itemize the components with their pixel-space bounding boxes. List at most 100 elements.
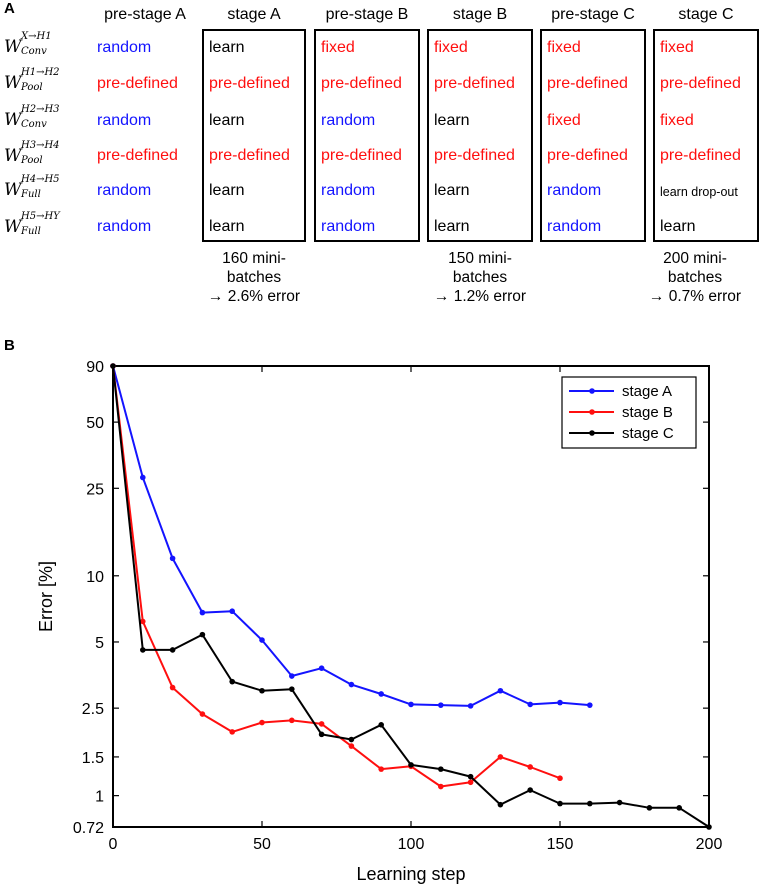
pre-stage-b-box: fixed pre-defined random pre-defined ran…	[314, 29, 420, 242]
y-tick-label: 25	[86, 481, 104, 498]
row-label-w-full-h4-h5: W H4→H5 Full	[2, 174, 90, 202]
cell-stage-c-row1: fixed	[660, 39, 694, 56]
y-tick-label: 1.5	[82, 750, 104, 767]
row-label-w-full-h5-hy: W H5→HY Full	[2, 211, 90, 239]
axes-frame-group	[112, 365, 710, 828]
y-tick-label: 0.72	[73, 820, 104, 837]
y-tick-label: 50	[86, 415, 104, 432]
row-label-subscript: Pool	[21, 82, 43, 93]
column-header-pre-stage-b: pre-stage B	[325, 6, 409, 23]
data-point-stage-b	[289, 717, 295, 724]
cell-stage-a-row1: learn	[209, 39, 245, 56]
data-point-stage-c	[169, 647, 176, 653]
column-header-pre-stage-c: pre-stage C	[551, 6, 635, 23]
data-point-stage-b	[467, 779, 474, 786]
data-point-stage-c	[497, 801, 504, 808]
y-tick-label: 10	[86, 569, 104, 586]
data-point-stage-b	[378, 766, 385, 772]
y-axis-label: Error [%]	[36, 561, 56, 632]
data-point-stage-b	[259, 719, 265, 726]
row-label-subscript: Conv	[21, 119, 47, 130]
data-point-stage-a	[289, 673, 295, 679]
row-label-subscript: Full	[21, 189, 41, 200]
panel-a-letter: A	[4, 0, 15, 17]
cell-pre-stage-c-row5: random	[547, 182, 602, 199]
row-label-base: W	[4, 146, 22, 166]
cell-stage-a-row5: learn	[209, 182, 245, 199]
note-stage-a: 160 mini- batches → 2.6% error	[189, 249, 319, 306]
row-label-superscript: X→H1	[21, 31, 52, 42]
data-point-stage-a	[318, 665, 325, 671]
cell-stage-c-row5: learn drop-out	[660, 185, 738, 199]
data-point-stage-c	[318, 731, 325, 738]
data-point-stage-c	[646, 805, 653, 811]
cell-pre-stage-b-row4: pre-defined	[321, 147, 402, 164]
data-point-stage-c	[289, 686, 295, 692]
cell-stage-c-row6: learn	[660, 218, 696, 235]
row-label-subscript: Conv	[21, 46, 47, 57]
cell-stage-a-row6: learn	[209, 218, 245, 235]
data-point-stage-a	[467, 703, 474, 709]
cell-stage-a-row3: learn	[209, 112, 245, 129]
cell-pre-stage-b-row2: pre-defined	[321, 75, 402, 92]
data-point-stage-a	[348, 681, 355, 688]
cell-stage-b-row4: pre-defined	[434, 147, 515, 164]
y-tick-label: 2.5	[82, 701, 104, 718]
cell-stage-b-row1: fixed	[434, 39, 468, 56]
data-point-stage-c	[408, 762, 414, 768]
data-point-stage-b	[497, 754, 504, 760]
series-group	[110, 363, 712, 830]
x-tick-label: 50	[253, 836, 271, 853]
cell-pre-stage-c-row1: fixed	[547, 39, 581, 56]
column-header-pre-stage-a: pre-stage A	[104, 6, 186, 23]
data-point-stage-b	[348, 743, 355, 749]
row-label-base: W	[4, 110, 22, 130]
cell-stage-a-row2: pre-defined	[209, 75, 290, 92]
data-point-stage-c	[527, 787, 533, 793]
x-tick-label: 150	[547, 836, 574, 853]
data-point-stage-b	[527, 764, 533, 770]
row-label-w-conv-x-h1: W X→H1 Conv	[2, 31, 90, 59]
data-point-stage-c	[110, 363, 116, 369]
data-point-stage-a	[497, 687, 504, 694]
y-tick-label: 5	[95, 635, 104, 652]
axis-labels-group: 0 50 100 150 200 0.72 1 1.5 2.5 5 10 25 50 90 Learning…	[36, 359, 722, 884]
legend-marker	[589, 409, 595, 415]
column-header-stage-c: stage C	[678, 6, 734, 23]
cell-pre-stage-c-row3: fixed	[547, 112, 581, 129]
data-point-stage-c	[616, 799, 623, 806]
column-header-stage-b: stage B	[452, 6, 508, 23]
cell-pre-stage-a-row3: random	[97, 112, 152, 129]
data-point-stage-c	[259, 687, 265, 694]
column-header-stage-a: stage A	[227, 6, 281, 23]
note-stage-c: 200 mini- batches → 0.7% error	[630, 249, 760, 306]
x-axis-label: Learning step	[356, 864, 465, 884]
cell-pre-stage-a-row4: pre-defined	[97, 147, 178, 164]
note-line: batches	[226, 269, 282, 286]
data-point-stage-c	[378, 721, 385, 728]
data-point-stage-a	[587, 702, 593, 708]
data-point-stage-a	[557, 699, 563, 706]
data-point-stage-c	[557, 800, 563, 807]
cell-pre-stage-c-row4: pre-defined	[547, 147, 628, 164]
data-point-stage-a	[199, 609, 206, 616]
data-point-stage-c	[676, 805, 682, 811]
note-line: → 2.6% error	[207, 288, 301, 305]
data-point-stage-a	[169, 555, 176, 562]
note-stage-b: 150 mini- batches → 1.2% error	[415, 249, 545, 306]
row-label-subscript: Full	[21, 226, 41, 237]
data-point-stage-b	[318, 721, 325, 727]
cell-stage-c-row4: pre-defined	[660, 147, 741, 164]
panel-b-letter: B	[4, 337, 15, 354]
cell-pre-stage-b-row6: random	[321, 218, 376, 235]
data-point-stage-c	[467, 773, 474, 780]
legend-marker	[589, 430, 595, 436]
row-label-w-conv-h2-h3: W H2→H3 Conv	[2, 104, 90, 132]
row-label-superscript: H3→H4	[21, 140, 60, 151]
row-label-subscript: Pool	[21, 155, 43, 166]
data-point-stage-c	[438, 766, 444, 772]
stage-a-box: learn pre-defined learn pre-defined lear…	[202, 29, 306, 242]
y-tick-label: 1	[95, 789, 104, 806]
data-point-stage-b	[438, 783, 444, 790]
data-point-stage-a	[527, 701, 533, 708]
